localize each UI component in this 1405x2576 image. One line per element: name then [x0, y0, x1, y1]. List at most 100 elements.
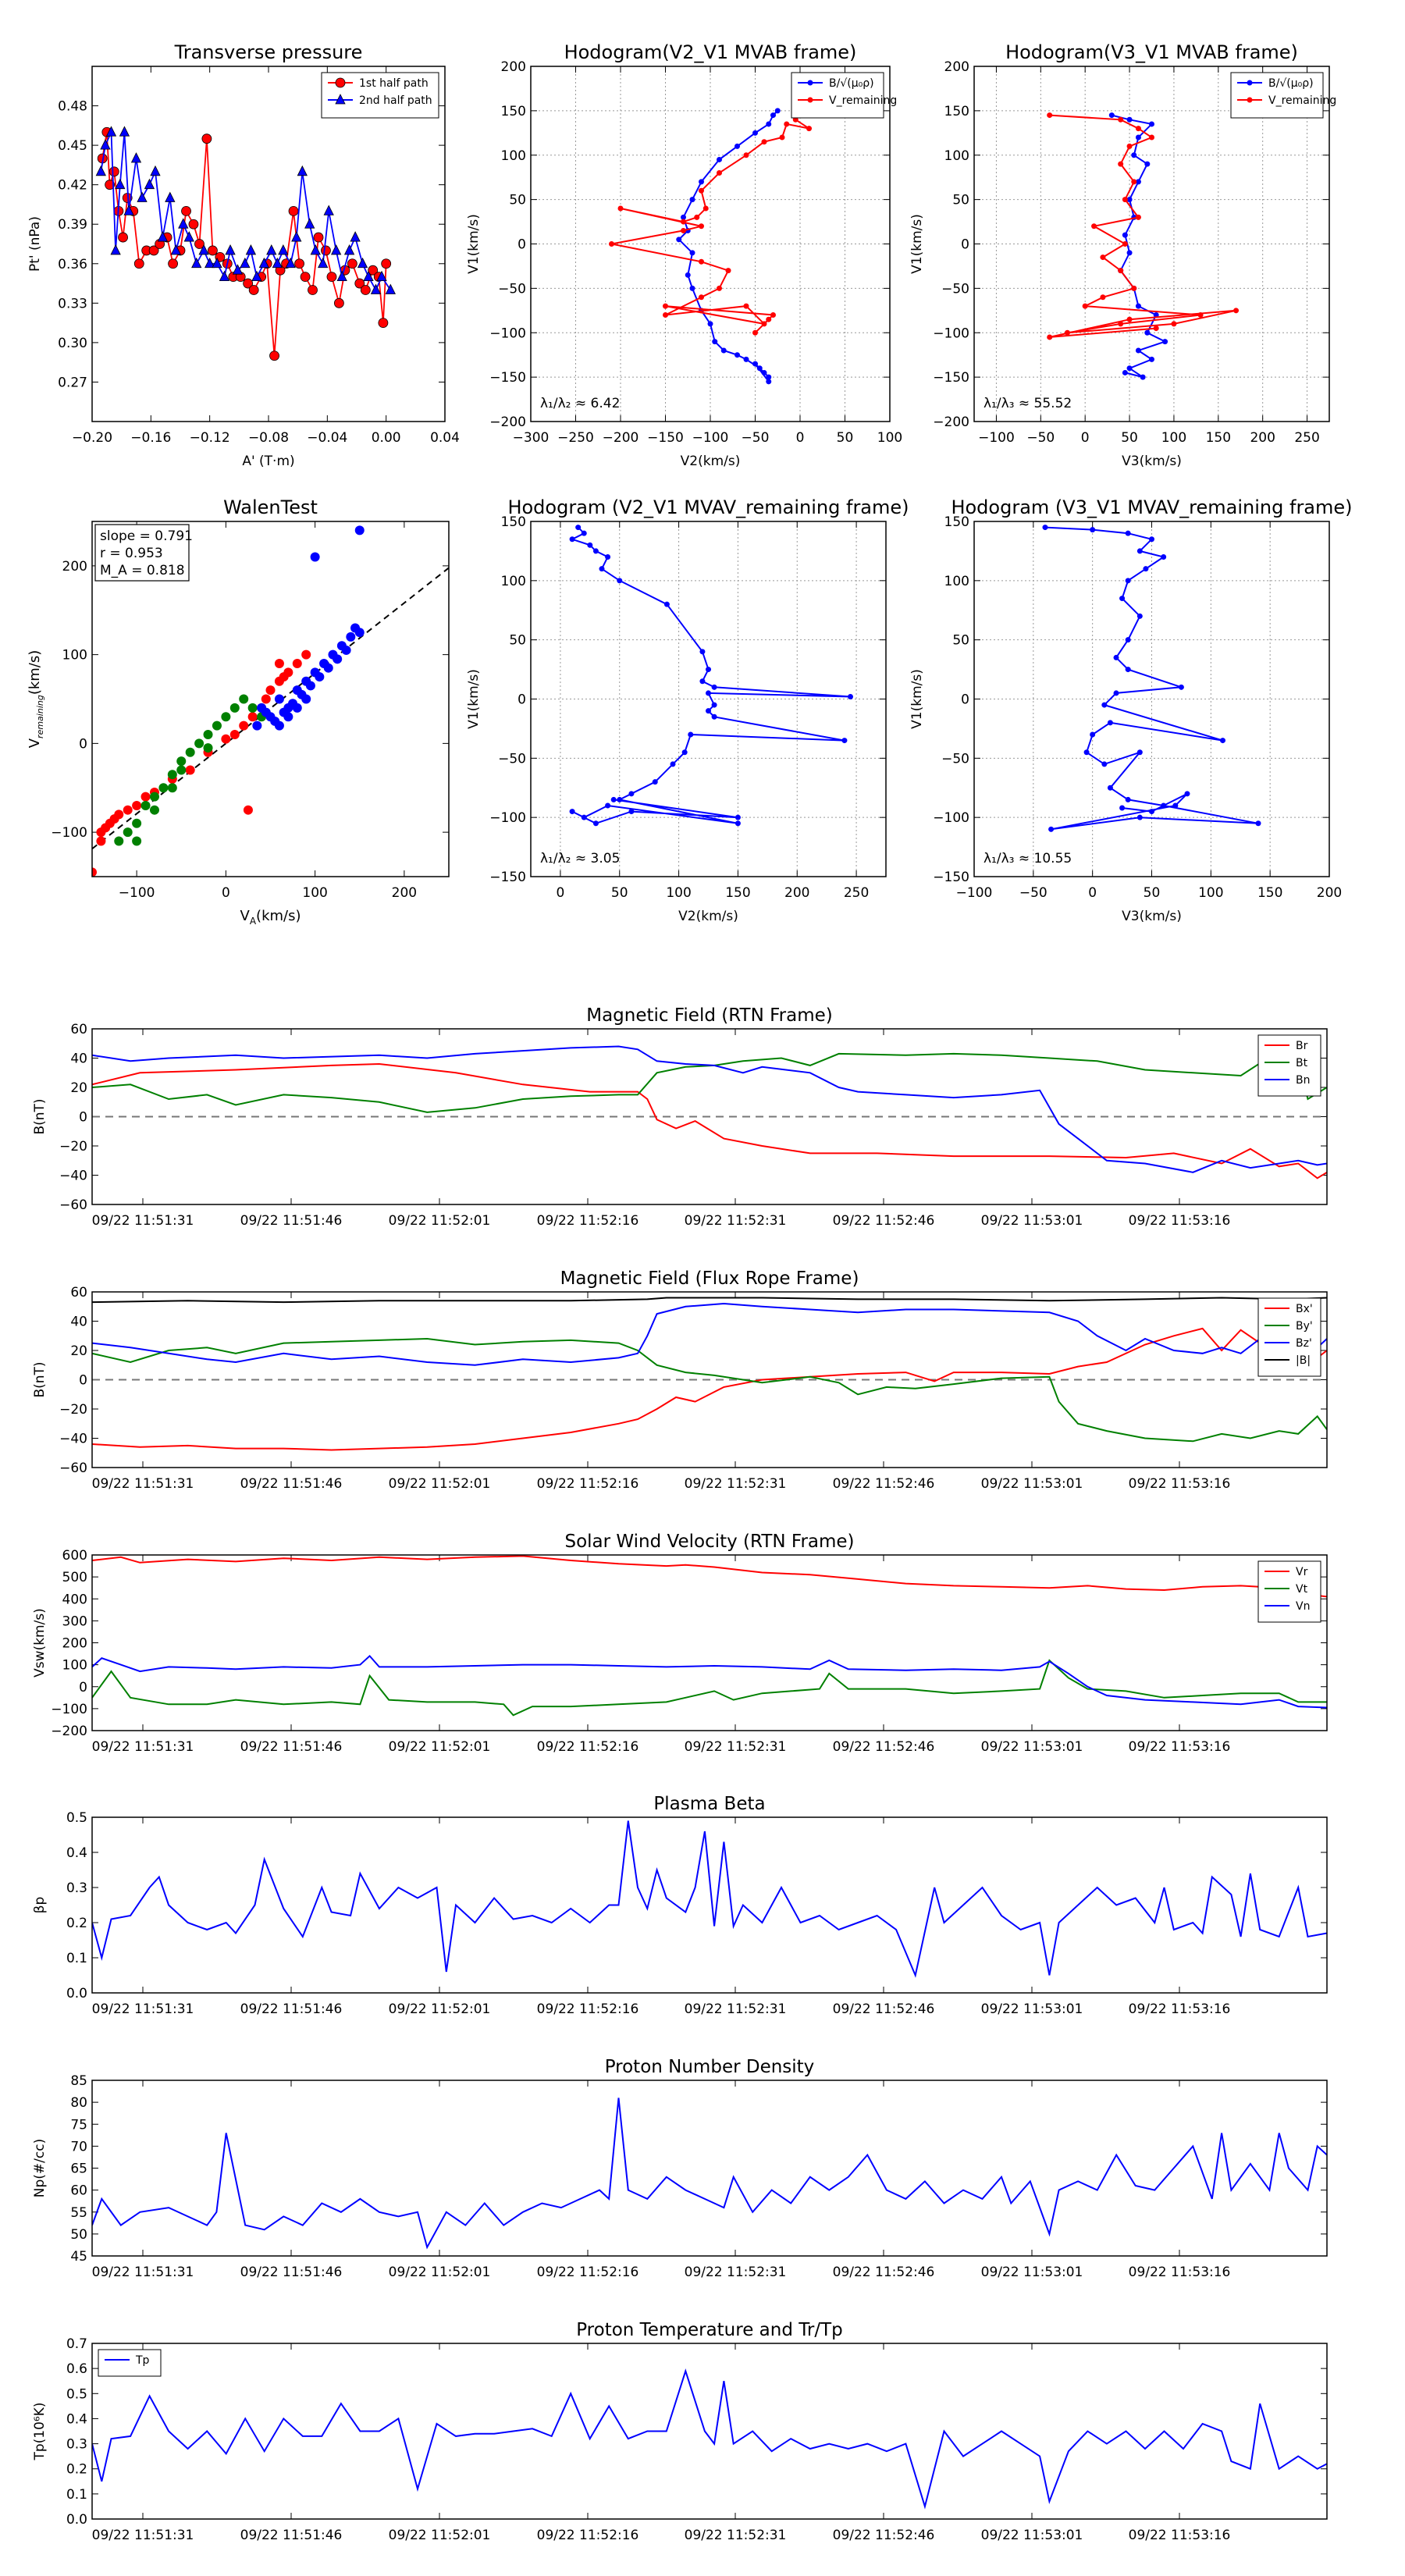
y-tick-label: 0.33 [58, 296, 87, 311]
chart-title: Proton Number Density [605, 2057, 815, 2077]
x-tick-label: 09/22 11:52:01 [389, 2001, 491, 2017]
y-axis-label: Np(#/cc) [32, 2139, 48, 2197]
data-point [756, 365, 763, 372]
y-tick-label: 50 [509, 633, 526, 649]
legend-label-1: Bt [1296, 1057, 1308, 1069]
series-line-0 [678, 110, 779, 382]
chart-h3: Hodogram (V2_V1 MVAV_remaining frame) −15… [466, 496, 909, 924]
data-point [1126, 250, 1133, 256]
y-tick-label: 0 [518, 237, 526, 253]
legend-label-1: Vt [1296, 1583, 1308, 1596]
y-tick-label: 0.1 [66, 2487, 87, 2503]
legend-label-0: Vr [1296, 1566, 1308, 1578]
data-point [248, 285, 259, 295]
x-tick-label: 09/22 11:52:16 [537, 2265, 639, 2280]
eigenvalue-ratio: λ₁/λ₂ ≈ 3.05 [540, 851, 620, 866]
y-tick-label: 150 [501, 514, 526, 530]
data-point [628, 809, 635, 815]
y-tick-label: 100 [944, 148, 969, 164]
y-axis-label: Vremaining(km/s) [27, 650, 45, 749]
data-point [575, 525, 582, 531]
data-point [1122, 369, 1128, 375]
data-point [1161, 554, 1167, 560]
chart-ts3: Solar Wind Velocity (RTN Frame) −200 −100 0… [32, 1532, 1328, 1755]
data-point [841, 738, 848, 744]
data-point [1090, 731, 1096, 738]
x-tick-label: 09/22 11:52:46 [833, 1739, 935, 1755]
y-tick-label: 0.0 [66, 1986, 87, 2001]
data-point [711, 684, 717, 690]
x-tick-label: 09/22 11:52:46 [833, 1476, 935, 1492]
x-tick-label: −0.08 [248, 430, 289, 446]
y-tick-label: 0.36 [58, 257, 87, 272]
data-point [301, 649, 311, 660]
y-tick-label: 200 [944, 59, 969, 75]
chart-ts2: Magnetic Field (Flux Rope Frame) −60 −40 −2… [32, 1268, 1328, 1492]
x-tick-label: 09/22 11:52:31 [685, 1739, 787, 1755]
data-point [1101, 761, 1108, 767]
data-point [766, 121, 772, 127]
data-point [123, 805, 133, 815]
chart-title: Hodogram (V2_V1 MVAV_remaining frame) [507, 496, 909, 518]
x-axis-label: V3(km/s) [1122, 454, 1182, 469]
data-point [706, 690, 711, 696]
legend-box [98, 2349, 162, 2377]
x-tick-label: 09/22 11:52:16 [537, 1476, 639, 1492]
data-point [784, 121, 790, 127]
data-point [1149, 121, 1154, 127]
data-point [261, 694, 271, 704]
data-point [130, 152, 142, 163]
plot-area [92, 525, 449, 877]
data-point [168, 258, 178, 269]
y-tick-label: 400 [62, 1592, 87, 1607]
x-tick-label: 09/22 11:51:46 [240, 2001, 343, 2017]
data-point [1220, 738, 1225, 744]
y-tick-label: 75 [70, 2117, 87, 2133]
series-line-1 [92, 1049, 1327, 1113]
x-tick-label: 200 [1317, 885, 1342, 901]
legend-label-3: |B| [1296, 1354, 1311, 1367]
y-tick-label: 55 [70, 2205, 87, 2221]
series-line-0 [1112, 114, 1168, 379]
data-point [201, 133, 212, 144]
data-point [1135, 179, 1141, 185]
plot-frame [530, 521, 887, 877]
data-point [360, 285, 371, 295]
y-tick-label: 0.2 [66, 2462, 87, 2478]
data-point [1135, 126, 1141, 132]
data-point [1118, 321, 1124, 327]
series-line-1 [92, 1337, 1327, 1443]
x-tick-label: 09/22 11:51:31 [92, 2528, 194, 2543]
data-point [347, 258, 357, 269]
data-point [694, 214, 700, 220]
x-tick-label: 09/22 11:52:01 [389, 1739, 491, 1755]
data-point [333, 654, 343, 664]
data-point [725, 268, 731, 274]
x-tick-label: 09/22 11:53:16 [1129, 2265, 1231, 2280]
data-point [1184, 791, 1190, 797]
data-point [221, 734, 231, 744]
data-point [766, 316, 772, 322]
data-point [581, 530, 587, 536]
y-tick-label: 0.30 [58, 336, 87, 351]
data-point [761, 321, 767, 327]
data-point [132, 801, 142, 810]
y-tick-label: 0.2 [66, 1916, 87, 1931]
x-tick-label: 250 [1294, 430, 1319, 446]
data-point [288, 699, 298, 709]
data-point [247, 703, 258, 713]
data-point [1125, 530, 1131, 536]
data-point [376, 270, 387, 282]
data-point [1047, 334, 1053, 340]
data-point [269, 350, 279, 361]
data-point [717, 285, 722, 291]
data-point [1113, 654, 1119, 660]
y-tick-label: 600 [62, 1548, 87, 1564]
eigenvalue-ratio: λ₁/λ₃ ≈ 10.55 [984, 851, 1072, 866]
x-tick-label: 0 [557, 885, 565, 901]
x-tick-label: 100 [302, 885, 327, 901]
y-tick-label: −200 [933, 415, 969, 430]
data-point [1135, 214, 1141, 220]
data-point [1064, 329, 1070, 336]
x-tick-label: 150 [1206, 430, 1231, 446]
